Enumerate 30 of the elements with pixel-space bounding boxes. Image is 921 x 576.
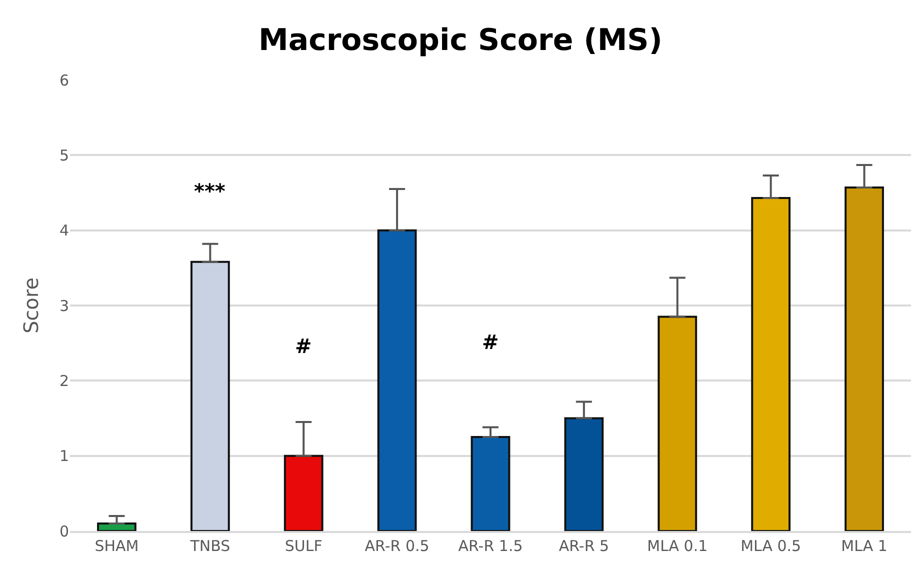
annotation: ***: [194, 179, 226, 203]
bar: [284, 454, 324, 531]
bar: [470, 436, 510, 531]
bar: [190, 260, 230, 531]
y-tick-label: 2: [59, 372, 69, 390]
x-tick-label: SULF: [284, 537, 322, 555]
chart-title: Macroscopic Score (MS): [258, 22, 662, 58]
annotation: #: [295, 334, 312, 358]
y-tick-label: 3: [59, 296, 69, 315]
bar: [377, 229, 417, 531]
bar: [844, 186, 884, 531]
x-tick-label: AR-R 5: [558, 537, 610, 555]
bar: [658, 316, 698, 531]
x-tick-label: MLA 1: [841, 537, 888, 555]
x-tick-label: SHAM: [94, 537, 139, 555]
annotation: #: [482, 330, 499, 354]
x-tick-label: TNBS: [189, 537, 230, 555]
y-axis-title: Score: [18, 277, 43, 334]
y-tick-label: 5: [59, 146, 69, 164]
y-tick-label: 6: [59, 71, 69, 90]
x-tick-label: MLA 0.5: [740, 537, 802, 555]
x-tick-label: MLA 0.1: [647, 537, 708, 555]
x-tick-label: AR-R 0.5: [364, 537, 430, 555]
bar: [564, 417, 604, 531]
y-tick-label: 4: [59, 222, 69, 240]
bar: [97, 522, 136, 531]
bar: [751, 197, 791, 531]
y-tick-label: 0: [59, 522, 69, 540]
y-tick-label: 1: [59, 447, 69, 466]
x-tick-label: AR-R 1.5: [458, 537, 523, 555]
